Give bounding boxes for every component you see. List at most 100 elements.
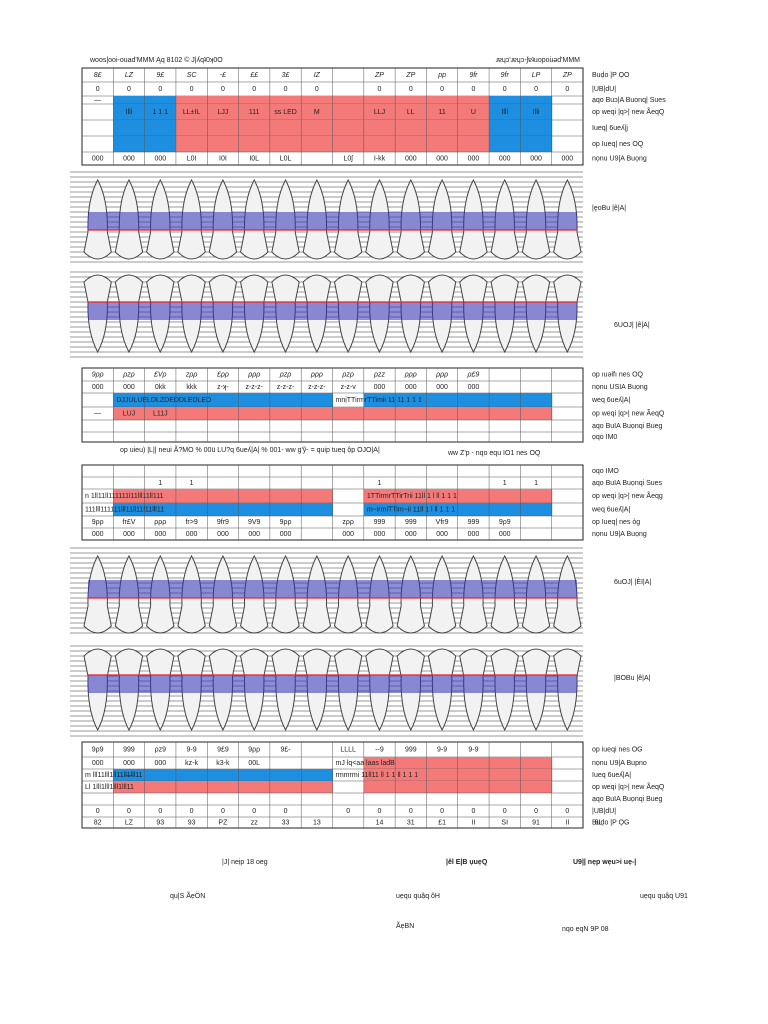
cell-text: LLJ [374, 109, 385, 116]
cell-fill [332, 136, 365, 152]
cell-text: 0 [221, 808, 225, 815]
cell-text: 0 [409, 86, 413, 93]
cell-text: kkk [186, 384, 197, 391]
row-label: nọnu USIA Buọng [592, 384, 648, 391]
cell-text: 000 [499, 531, 511, 538]
row-label: op weqi |q>| new ÃeqQ [592, 782, 665, 791]
cell-text: 000 [405, 155, 417, 162]
cell-text: zρρ [185, 371, 198, 378]
cell-fill [207, 104, 240, 120]
cell-text: ρzz [373, 371, 386, 378]
cell-text: 0 [158, 86, 162, 93]
cell-text: 999 [405, 519, 417, 526]
cell-fill [207, 407, 240, 420]
cell-text: IZ [314, 72, 321, 79]
pocket-band [88, 580, 577, 598]
cell-text: 0 [221, 86, 225, 93]
cell-fill [426, 407, 459, 420]
cell-text: 000 [436, 384, 448, 391]
cell-fill [238, 104, 271, 120]
cell-text: 999 [123, 746, 135, 753]
view-label: |BOBu |ê|A| [614, 675, 651, 682]
cell-fill [489, 104, 521, 120]
cell-text: rmmrmi 11ll11 ll 1 1 ll 1 1 1 [336, 772, 419, 779]
cell-text: pp [437, 72, 446, 79]
cell-fill [175, 136, 208, 152]
cell-text: 000 [92, 531, 104, 538]
cell-text: 000 [92, 384, 104, 391]
cell-text: I0L [249, 155, 259, 162]
cell-fill [175, 120, 208, 136]
cell-fill [238, 489, 271, 503]
footer-text: ÃẹBN [396, 921, 414, 930]
teeth-view [70, 547, 583, 634]
cell-text: 000 [123, 155, 135, 162]
cell-fill [520, 407, 553, 420]
cell-text: 0 [315, 86, 319, 93]
pocket-band [88, 212, 577, 230]
row-label: ạqo BuIA Buọnqi Bueg [592, 796, 663, 803]
cell-fill [457, 136, 490, 152]
cell-text: 9ρ9 [499, 519, 511, 526]
cell-fill [363, 104, 396, 120]
cell-text: £1 [438, 819, 446, 826]
cell-fill [269, 393, 302, 407]
footer-text: uẹqu quậq U91 [640, 893, 688, 900]
cell-text: ρρρ [435, 371, 448, 378]
cell-fill [269, 104, 302, 120]
row-label: op ıuəifı nes OQ [592, 371, 644, 378]
footer-text: U9|| nẹp wẹu>i uẹ-| [573, 859, 636, 866]
cell-fill [395, 120, 427, 136]
row-label: op weqi |q>| new Ãeqg [592, 491, 663, 500]
cell-text: 000 [123, 531, 135, 538]
cell-text: ρz9 [155, 746, 166, 753]
row-label: nọnu U9|A Bupno [592, 760, 647, 767]
cell-text: 11 [438, 109, 445, 116]
cell-text: ZP [562, 72, 572, 79]
cell-fill [395, 407, 427, 420]
cell-fill [207, 393, 240, 407]
row-label: Buḍo |P ỌO [592, 72, 630, 79]
cell-text: 9-9 [437, 746, 447, 753]
cell-fill [489, 120, 521, 136]
cell-text: 999 [405, 746, 417, 753]
cell-text: 0 [471, 86, 475, 93]
cell-fill [520, 781, 553, 793]
cell-text: z-z-z- [245, 384, 263, 391]
cell-fill [113, 407, 146, 420]
footer-text: qu|S ÃẹÖN [170, 891, 205, 900]
teeth-view [70, 271, 583, 358]
footer-text: nqo eqN 9P 08 [562, 926, 609, 933]
pocket-band [88, 675, 577, 693]
cell-fill [269, 781, 302, 793]
cell-fill [207, 503, 240, 516]
cell-fill [489, 393, 521, 407]
chart-table: oqo IMO 1 1 1 1 1 ạqo BuIA Buọnqi Sues n 1ll11l… [81, 464, 663, 541]
cell-fill [238, 393, 271, 407]
row-label: |UB|dU| [592, 86, 616, 93]
cell-text: I0I [219, 155, 227, 162]
cell-text: 1 [534, 480, 538, 487]
row-label: ọqo IM0 [592, 434, 617, 441]
header-right: ɹɐɥɔ'ɹɐɥɔ-ʃɐʇuopoiɹǝd'MMM [496, 57, 581, 64]
cell-text: 0 [440, 86, 444, 93]
cell-fill [363, 489, 396, 503]
cell-text: --9 [375, 746, 384, 753]
teeth-view [70, 171, 583, 263]
cell-fill [301, 104, 333, 120]
cell-text: 0 [96, 86, 100, 93]
cell-fill [207, 96, 240, 104]
cell-text: 000 [123, 760, 135, 767]
cell-fill [426, 769, 459, 781]
cell-text: LZ [125, 819, 134, 826]
cell-text: z-z-v [341, 384, 357, 391]
cell-fill [332, 407, 365, 420]
cell-text: 000 [468, 155, 480, 162]
cell-text: 000 [562, 155, 574, 162]
header-left: woos|ooi-ouad'MMM Ąq 8102 © J|ʎqʇ0ʞ0O [89, 56, 223, 64]
cell-text: LLLL [340, 746, 356, 753]
cell-text: 000 [374, 384, 386, 391]
cell-text: SI [501, 819, 508, 826]
cell-fill [457, 407, 490, 420]
cell-text: 9£ [156, 72, 165, 79]
